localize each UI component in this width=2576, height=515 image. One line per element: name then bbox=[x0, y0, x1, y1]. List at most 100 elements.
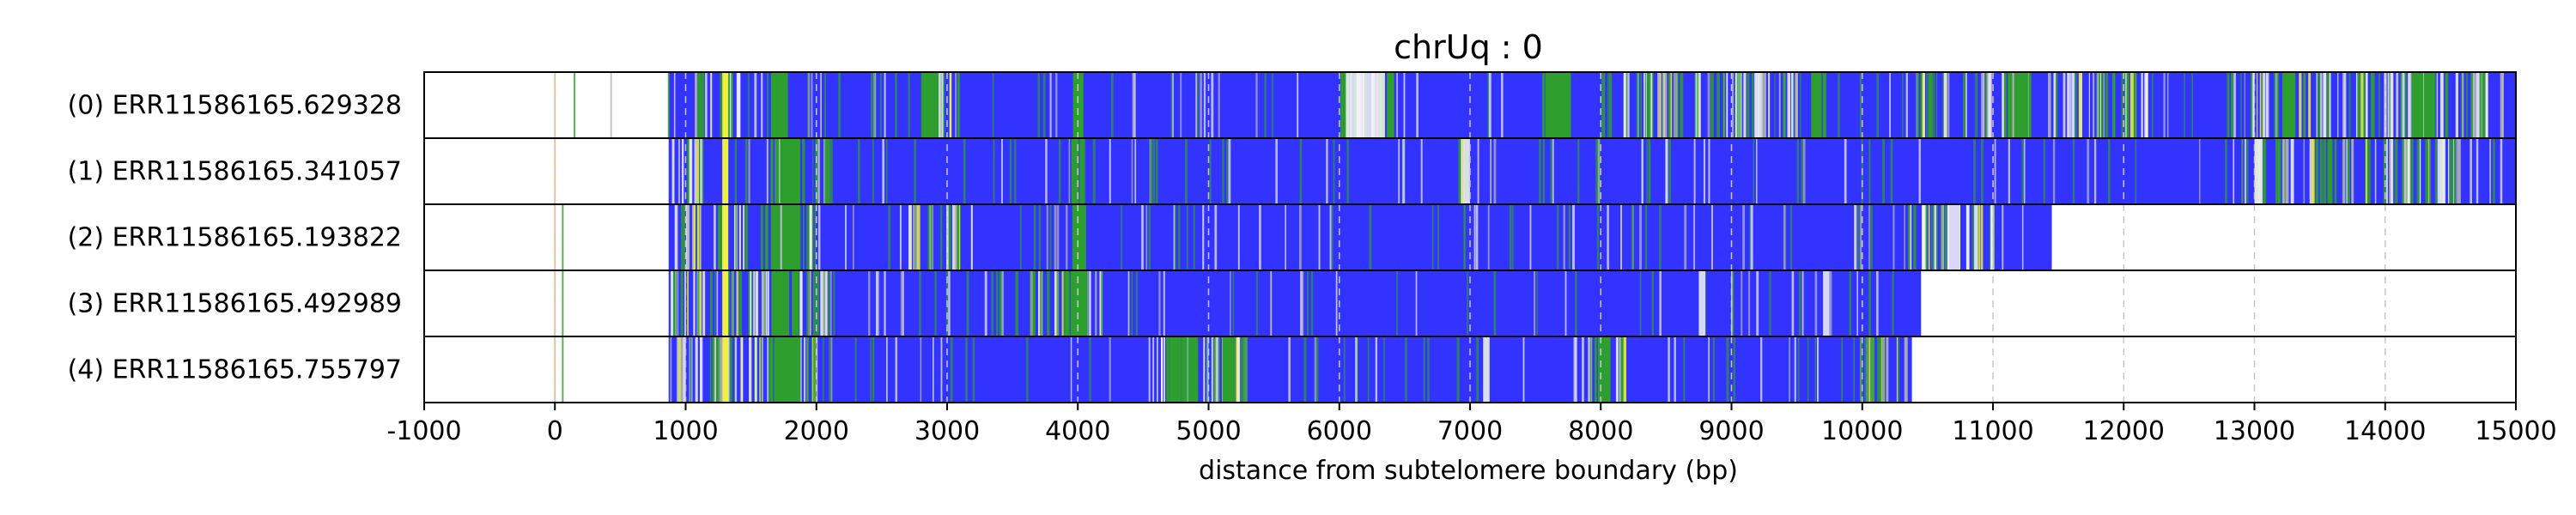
sequence-stripe bbox=[1763, 72, 1767, 138]
sequence-stripe bbox=[1928, 204, 1930, 270]
sequence-stripe bbox=[2069, 72, 2072, 138]
sequence-stripe bbox=[1743, 72, 1747, 138]
sequence-stripe bbox=[2482, 72, 2485, 138]
green-stripe bbox=[1082, 204, 1086, 270]
sequence-stripe bbox=[2427, 138, 2431, 204]
sequence-stripe bbox=[767, 336, 769, 403]
green-stripe bbox=[1548, 72, 1553, 138]
sequence-stripe bbox=[681, 138, 684, 204]
sequence-stripe bbox=[696, 204, 698, 270]
sequence-stripe bbox=[908, 204, 912, 270]
sequence-stripe bbox=[1070, 336, 1072, 403]
sequence-stripe bbox=[2008, 138, 2010, 204]
sequence-stripe bbox=[1639, 270, 1642, 336]
sequence-stripe bbox=[1981, 138, 1984, 204]
sequence-stripe bbox=[690, 336, 693, 403]
sequence-stripe bbox=[2360, 72, 2364, 138]
sequence-stripe bbox=[2141, 72, 2143, 138]
pre-read-mark bbox=[554, 204, 556, 270]
sequence-stripe bbox=[1041, 270, 1043, 336]
sequence-stripe bbox=[1416, 72, 1419, 138]
sequence-stripe bbox=[738, 270, 740, 336]
sequence-stripe bbox=[1883, 336, 1885, 403]
sequence-stripe bbox=[2419, 138, 2421, 204]
sequence-stripe bbox=[1403, 72, 1406, 138]
sequence-stripe bbox=[1174, 204, 1176, 270]
sequence-stripe bbox=[689, 138, 691, 204]
sequence-stripe bbox=[1791, 72, 1794, 138]
sequence-stripe bbox=[1037, 270, 1041, 336]
sequence-stripe bbox=[754, 72, 757, 138]
sequence-stripe bbox=[854, 336, 857, 403]
sequence-stripe bbox=[1651, 270, 1655, 336]
sequence-stripe bbox=[2290, 138, 2294, 204]
green-stripe bbox=[782, 138, 786, 204]
sequence-stripe bbox=[824, 270, 828, 336]
sequence-stripe bbox=[1801, 138, 1803, 204]
sequence-stripe bbox=[2284, 138, 2286, 204]
sequence-stripe bbox=[1032, 270, 1036, 336]
sequence-stripe bbox=[2425, 138, 2429, 204]
sequence-stripe bbox=[2351, 138, 2354, 204]
sequence-stripe bbox=[2384, 72, 2387, 138]
sequence-stripe bbox=[2225, 138, 2227, 204]
x-tick-label: 14000 bbox=[2344, 416, 2426, 446]
sequence-stripe bbox=[1641, 138, 1643, 204]
green-stripe bbox=[1075, 72, 1078, 138]
sequence-stripe bbox=[2329, 72, 2331, 138]
green-stripe bbox=[796, 336, 801, 403]
sequence-stripe bbox=[2184, 72, 2185, 138]
white-stripe bbox=[1346, 72, 1386, 138]
green-stripe bbox=[2411, 72, 2415, 138]
sequence-stripe bbox=[1974, 72, 1977, 138]
sequence-stripe bbox=[1230, 270, 1231, 336]
sequence-stripe bbox=[2407, 138, 2411, 204]
row-frames bbox=[423, 71, 2517, 403]
read-bar bbox=[668, 72, 2516, 138]
sequence-stripe bbox=[1814, 270, 1818, 336]
sequence-stripe bbox=[830, 336, 833, 403]
read-row bbox=[554, 138, 2516, 204]
sequence-stripe bbox=[2348, 138, 2349, 204]
sequence-stripe bbox=[2447, 138, 2450, 204]
white-stripe bbox=[2437, 138, 2445, 204]
sequence-stripe bbox=[719, 336, 723, 403]
sequence-stripe bbox=[1326, 138, 1328, 204]
sequence-stripe bbox=[700, 336, 702, 403]
sequence-stripe bbox=[1876, 336, 1879, 403]
sequence-stripe bbox=[908, 72, 910, 138]
sequence-stripe bbox=[1045, 138, 1048, 204]
sequence-stripe bbox=[1061, 270, 1064, 336]
sequence-stripe bbox=[872, 138, 874, 204]
sequence-stripe bbox=[1868, 138, 1871, 204]
sequence-stripe bbox=[1933, 204, 1935, 270]
sequence-stripe bbox=[671, 270, 676, 336]
sequence-stripe bbox=[950, 336, 953, 403]
sequence-stripe bbox=[1068, 138, 1071, 204]
green-stripe bbox=[796, 138, 800, 204]
sequence-stripe bbox=[1816, 336, 1820, 403]
sequence-stripe bbox=[1493, 138, 1497, 204]
sequence-stripe bbox=[1084, 138, 1086, 204]
sequence-stripe bbox=[1431, 204, 1434, 270]
sequence-stripe bbox=[2485, 72, 2488, 138]
green-stripe bbox=[1595, 336, 1597, 403]
sequence-stripe bbox=[807, 72, 810, 138]
sequence-stripe bbox=[709, 270, 713, 336]
read-label: (0) ERR11586165.629328 bbox=[68, 91, 402, 121]
green-stripe bbox=[770, 336, 774, 403]
green-stripe bbox=[1071, 138, 1073, 204]
sequence-stripe bbox=[764, 204, 768, 270]
sequence-stripe bbox=[682, 336, 686, 403]
pre-read-mark bbox=[554, 72, 556, 138]
sequence-stripe bbox=[1947, 72, 1950, 138]
sequence-stripe bbox=[1236, 336, 1239, 403]
sequence-stripe bbox=[916, 204, 920, 270]
sequence-stripe bbox=[1054, 270, 1058, 336]
sequence-stripe bbox=[2452, 138, 2455, 204]
sequence-stripe bbox=[947, 204, 951, 270]
sequence-stripe bbox=[2470, 72, 2474, 138]
sequence-stripe bbox=[995, 270, 999, 336]
green-stripe bbox=[2285, 72, 2289, 138]
sequence-stripe bbox=[1965, 72, 1967, 138]
